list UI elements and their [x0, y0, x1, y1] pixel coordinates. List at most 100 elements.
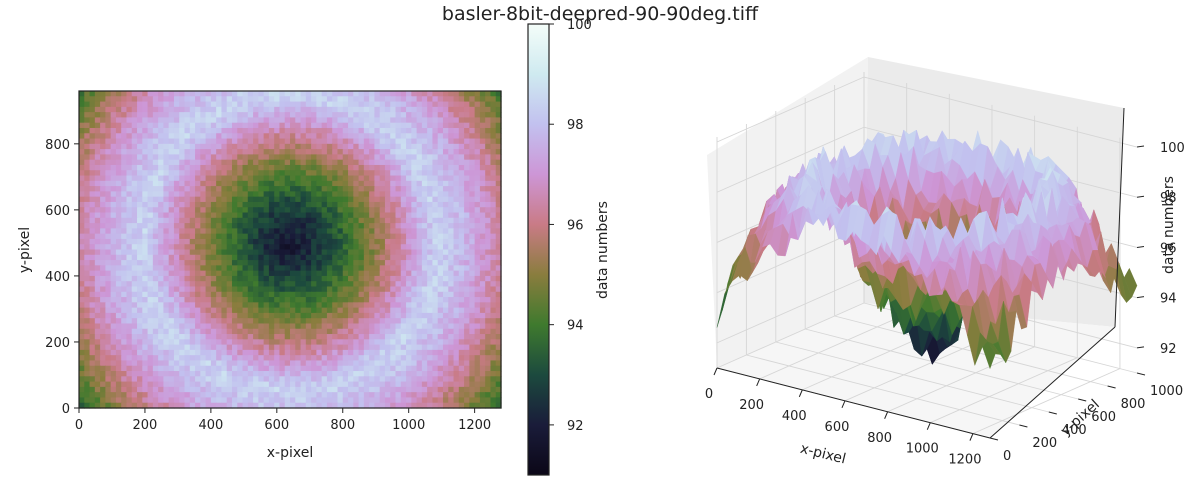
heatmap-cell	[195, 297, 201, 303]
heatmap-cell	[448, 238, 455, 245]
heatmap-cell	[332, 106, 339, 113]
heatmap-cell	[464, 360, 470, 367]
heatmap-cell	[284, 186, 291, 192]
heatmap-cell	[363, 186, 370, 192]
heatmap-cell	[173, 392, 180, 399]
heatmap-cell	[247, 223, 254, 229]
heatmap-cell	[247, 297, 254, 303]
surface-gridline	[746, 354, 1020, 426]
heatmap-cell	[163, 207, 170, 214]
heatmap-cell	[205, 312, 212, 319]
heatmap-cell	[258, 328, 265, 335]
heatmap-cell	[131, 186, 138, 192]
heatmap-cell	[210, 318, 217, 325]
heatmap-cell	[448, 175, 455, 182]
heatmap-cell	[142, 149, 149, 155]
heatmap-cell	[279, 91, 286, 97]
heatmap-cell	[332, 365, 339, 372]
heatmap-cell	[479, 297, 486, 303]
heatmap-cell	[110, 191, 117, 198]
heatmap-cell	[295, 397, 302, 404]
heatmap-cell	[384, 186, 391, 192]
heatmap-cell	[231, 238, 238, 245]
heatmap-cell	[374, 392, 381, 399]
heatmap-cell	[158, 217, 165, 224]
heatmap-cell	[100, 328, 106, 335]
heatmap-cell	[332, 386, 339, 393]
heatmap-cell	[253, 371, 259, 377]
heatmap-cell	[253, 164, 259, 171]
heatmap-cell	[448, 334, 455, 340]
heatmap-cell	[89, 233, 96, 240]
heatmap-cell	[247, 180, 254, 187]
heatmap-cell	[321, 143, 328, 150]
heatmap-cell	[142, 360, 149, 367]
heatmap-cell	[374, 191, 381, 198]
heatmap-cell	[469, 154, 476, 161]
heatmap-cell	[163, 117, 170, 124]
heatmap-cell	[384, 281, 391, 288]
heatmap-cell	[110, 376, 117, 383]
heatmap-cell	[326, 386, 333, 393]
heatmap-cell	[195, 149, 201, 155]
heatmap-cell	[416, 223, 423, 229]
heatmap-cell	[427, 286, 434, 293]
heatmap-cell	[437, 138, 444, 145]
heatmap-cell	[379, 112, 386, 119]
heatmap-cell	[453, 270, 460, 277]
heatmap-cell	[84, 244, 91, 251]
heatmap-cell	[110, 323, 117, 330]
heatmap-cell	[247, 355, 254, 362]
heatmap-cell	[442, 244, 449, 251]
heatmap-cell	[205, 371, 212, 377]
heatmap-cell	[305, 159, 312, 166]
heatmap-cell	[400, 286, 407, 293]
heatmap-cell	[247, 275, 254, 282]
heatmap-cell	[485, 186, 492, 192]
heatmap-cell	[210, 281, 217, 288]
heatmap-cell	[100, 133, 106, 140]
heatmap-cell	[448, 170, 455, 177]
heatmap-cell	[474, 127, 481, 134]
heatmap-cell	[274, 233, 281, 240]
heatmap-cell	[437, 96, 444, 103]
heatmap-cell	[358, 244, 365, 251]
heatmap-cell	[247, 133, 254, 140]
heatmap-cell	[316, 381, 323, 388]
heatmap-cell	[121, 397, 128, 404]
heatmap-cell	[210, 254, 217, 261]
heatmap-cell	[374, 91, 381, 97]
heatmap-cell	[79, 318, 85, 325]
heatmap-cell	[458, 265, 465, 272]
heatmap-cell	[400, 302, 407, 309]
heatmap-cell	[137, 270, 143, 277]
heatmap-cell	[448, 223, 455, 229]
heatmap-cell	[363, 127, 370, 134]
heatmap-cell	[469, 233, 476, 240]
heatmap-cell	[100, 117, 106, 124]
heatmap-cell	[479, 112, 486, 119]
heatmap-cell	[490, 170, 497, 177]
heatmap-cell	[337, 196, 344, 203]
heatmap-cell	[121, 154, 128, 161]
heatmap-cell	[379, 191, 386, 198]
heatmap-cell	[395, 233, 402, 240]
heatmap-cell	[469, 392, 476, 399]
heatmap-cell	[384, 392, 391, 399]
heatmap-cell	[453, 328, 460, 335]
heatmap-cell	[311, 386, 317, 393]
heatmap-cell	[284, 349, 291, 356]
heatmap-cell	[474, 228, 481, 235]
heatmap-cell	[458, 117, 465, 124]
heatmap-cell	[173, 170, 180, 177]
heatmap-cell	[485, 312, 492, 319]
heatmap-cell	[221, 270, 228, 277]
heatmap-cell	[84, 159, 91, 166]
heatmap-cell	[337, 344, 344, 351]
heatmap-cell	[458, 223, 465, 229]
heatmap-cell	[448, 159, 455, 166]
heatmap-cell	[152, 312, 159, 319]
heatmap-cell	[205, 355, 212, 362]
heatmap-cell	[195, 127, 201, 134]
heatmap-cell	[173, 228, 180, 235]
